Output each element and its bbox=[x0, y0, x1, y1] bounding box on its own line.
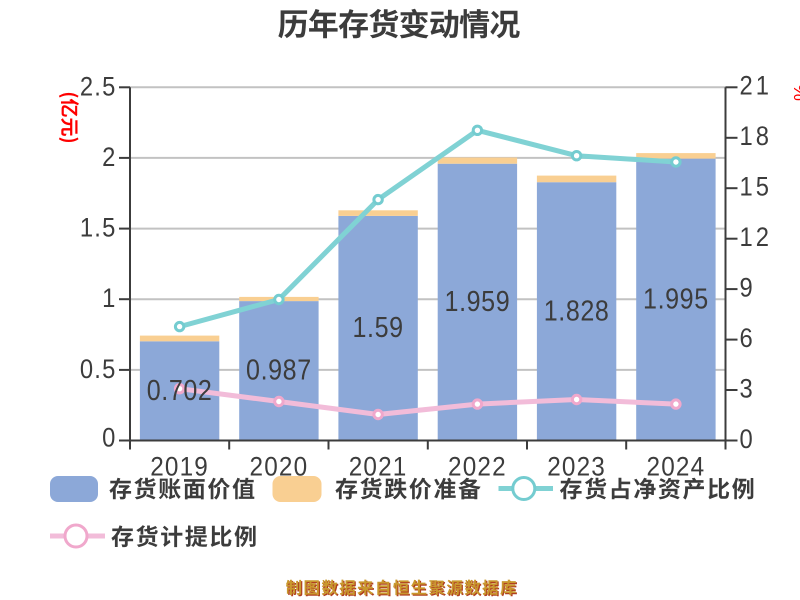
svg-text:2022: 2022 bbox=[448, 452, 507, 481]
svg-text:2019: 2019 bbox=[150, 452, 209, 481]
svg-text:1.5: 1.5 bbox=[80, 213, 117, 243]
svg-text:2024: 2024 bbox=[646, 452, 705, 481]
svg-text:0: 0 bbox=[102, 423, 116, 453]
svg-text:1: 1 bbox=[102, 284, 116, 314]
svg-text:1.828: 1.828 bbox=[544, 295, 610, 327]
svg-text:1.959: 1.959 bbox=[445, 286, 511, 318]
svg-text:1.59: 1.59 bbox=[353, 312, 404, 344]
svg-text:2: 2 bbox=[102, 143, 116, 173]
svg-text:2.5: 2.5 bbox=[80, 72, 117, 102]
svg-text:0.702: 0.702 bbox=[147, 374, 213, 406]
svg-text:3: 3 bbox=[740, 374, 756, 404]
svg-text:2023: 2023 bbox=[547, 452, 606, 481]
svg-text:0.987: 0.987 bbox=[246, 354, 312, 386]
svg-text:18: 18 bbox=[740, 122, 772, 152]
svg-text:2021: 2021 bbox=[349, 452, 408, 481]
svg-text:0.5: 0.5 bbox=[80, 355, 117, 385]
svg-text:9: 9 bbox=[740, 273, 756, 303]
svg-text:12: 12 bbox=[740, 223, 772, 253]
svg-text:15: 15 bbox=[740, 172, 772, 202]
svg-text:21: 21 bbox=[740, 71, 772, 101]
svg-text:1.995: 1.995 bbox=[643, 283, 709, 315]
svg-text:6: 6 bbox=[740, 324, 756, 354]
svg-text:0: 0 bbox=[740, 424, 756, 454]
